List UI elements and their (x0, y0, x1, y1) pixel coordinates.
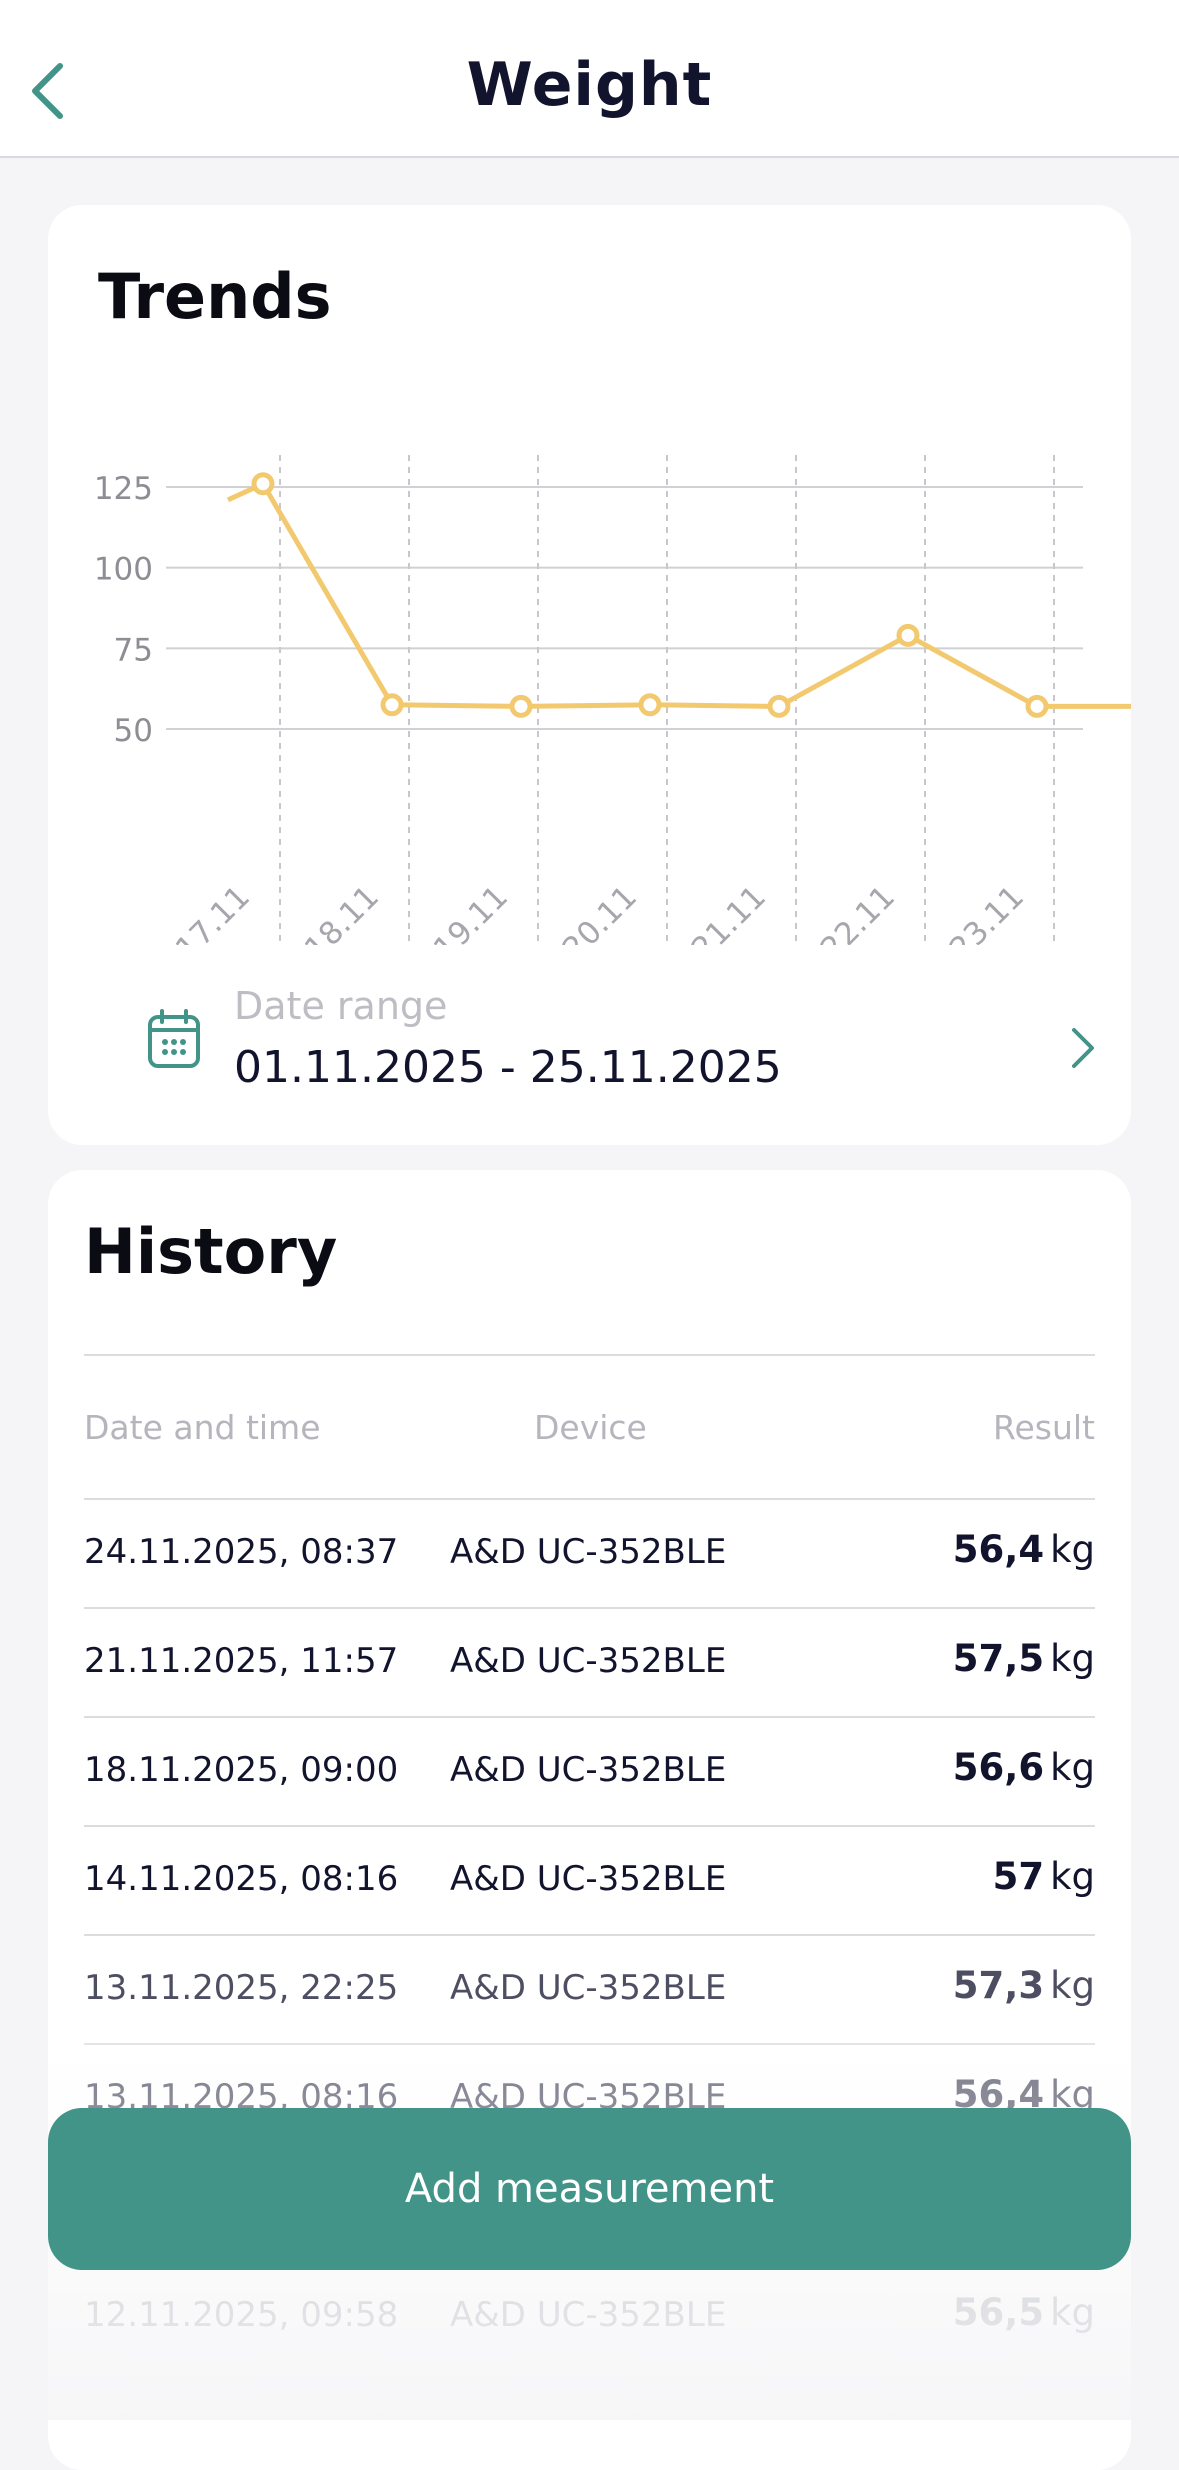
trends-card: Trends 125 100 75 50 17.11 18.11 19.11 20.11 21.… (48, 205, 1131, 1145)
row-result: 57 kg (993, 1855, 1095, 1898)
row-unit: kg (1050, 1964, 1095, 2007)
column-header-device: Device (534, 1408, 647, 1447)
row-unit: kg (1050, 1528, 1095, 1571)
row-value: 56,5 (952, 2291, 1045, 2334)
data-point (1025, 694, 1049, 718)
top-bar: Weight (0, 0, 1179, 158)
table-header: Date and time Device Result (84, 1356, 1095, 1500)
page-title: Weight (466, 50, 713, 120)
row-value: 57,3 (952, 1964, 1045, 2007)
table-row[interactable]: 18.11.2025, 09:00 A&D UC-352BLE 56,6 kg (84, 1718, 1095, 1827)
data-point (251, 472, 275, 496)
row-value: 56,6 (952, 1746, 1045, 1789)
weight-line-chart: 125 100 75 50 17.11 18.11 19.11 20.11 21.11 22.11… (94, 455, 1131, 945)
row-device: A&D UC-352BLE (450, 1532, 727, 1572)
data-point (638, 693, 662, 717)
row-device: A&D UC-352BLE (450, 1968, 727, 2008)
row-device: A&D UC-352BLE (450, 1750, 727, 1790)
trends-title: Trends (98, 260, 332, 333)
calendar-icon (148, 1009, 200, 1068)
x-tick-label: 18.11 (298, 879, 386, 945)
row-date: 13.11.2025, 22:25 (84, 1968, 399, 2008)
row-date: 21.11.2025, 11:57 (84, 1641, 399, 1681)
date-range-label: Date range (234, 984, 448, 1028)
column-header-date: Date and time (84, 1408, 321, 1447)
y-tick-label: 100 (94, 552, 153, 588)
column-header-result: Result (993, 1408, 1095, 1447)
table-row[interactable]: 13.11.2025, 22:25 A&D UC-352BLE 57,3 kg (84, 1936, 1095, 2045)
row-device: A&D UC-352BLE (450, 2295, 727, 2335)
y-tick-label: 125 (94, 471, 153, 507)
row-result: 56,6 kg (953, 1746, 1095, 1789)
row-result: 56,4 kg (953, 1528, 1095, 1571)
row-date: 12.11.2025, 09:58 (84, 2295, 399, 2335)
data-point (767, 694, 791, 718)
date-range-value: 01.11.2025 - 25.11.2025 (234, 1042, 782, 1093)
x-tick-label: 22.11 (814, 879, 902, 945)
series-line (226, 481, 1131, 709)
y-tick-label: 50 (114, 713, 153, 749)
row-result: 57,3 kg (953, 1964, 1095, 2007)
add-measurement-button[interactable]: Add measurement (48, 2108, 1131, 2270)
row-unit: kg (1050, 2291, 1095, 2334)
x-tick-label: 19.11 (427, 879, 515, 945)
row-device: A&D UC-352BLE (450, 1641, 727, 1681)
history-card: History Date and time Device Result 24.1… (48, 1170, 1131, 2470)
data-point (896, 623, 920, 647)
row-date: 24.11.2025, 08:37 (84, 1532, 399, 1572)
table-row[interactable]: 24.11.2025, 08:37 A&D UC-352BLE 56,4 kg (84, 1500, 1095, 1609)
date-range-selector[interactable]: Date range 01.11.2025 - 25.11.2025 (96, 980, 1096, 1110)
chevron-left-icon (32, 63, 63, 119)
table-row[interactable]: 14.11.2025, 08:16 A&D UC-352BLE 57 kg (84, 1827, 1095, 1936)
x-tick-label: 21.11 (685, 879, 773, 945)
y-tick-label: 75 (114, 632, 153, 668)
row-unit: kg (1050, 1855, 1095, 1898)
history-title: History (84, 1215, 338, 1288)
x-tick-label: 20.11 (556, 879, 644, 945)
chevron-right-icon (1072, 1028, 1094, 1068)
row-result: 57,5 kg (953, 1637, 1095, 1680)
x-tick-label: 17.11 (169, 879, 257, 945)
table-row[interactable]: 21.11.2025, 11:57 A&D UC-352BLE 57,5 kg (84, 1609, 1095, 1718)
row-value: 57,5 (952, 1637, 1045, 1680)
row-result: 56,5 kg (953, 2291, 1095, 2334)
back-button[interactable] (22, 56, 72, 126)
row-device: A&D UC-352BLE (450, 1859, 727, 1899)
row-unit: kg (1050, 1746, 1095, 1789)
x-tick-label: 23.11 (943, 879, 1031, 945)
row-value: 56,4 (952, 1528, 1045, 1571)
row-value: 57 (992, 1855, 1045, 1898)
table-row[interactable]: 12.11.2025, 09:58 A&D UC-352BLE 56,5 kg (84, 2263, 1095, 2372)
row-unit: kg (1050, 1637, 1095, 1680)
data-point (509, 694, 533, 718)
data-point (380, 693, 404, 717)
row-date: 14.11.2025, 08:16 (84, 1859, 399, 1899)
row-date: 18.11.2025, 09:00 (84, 1750, 399, 1790)
